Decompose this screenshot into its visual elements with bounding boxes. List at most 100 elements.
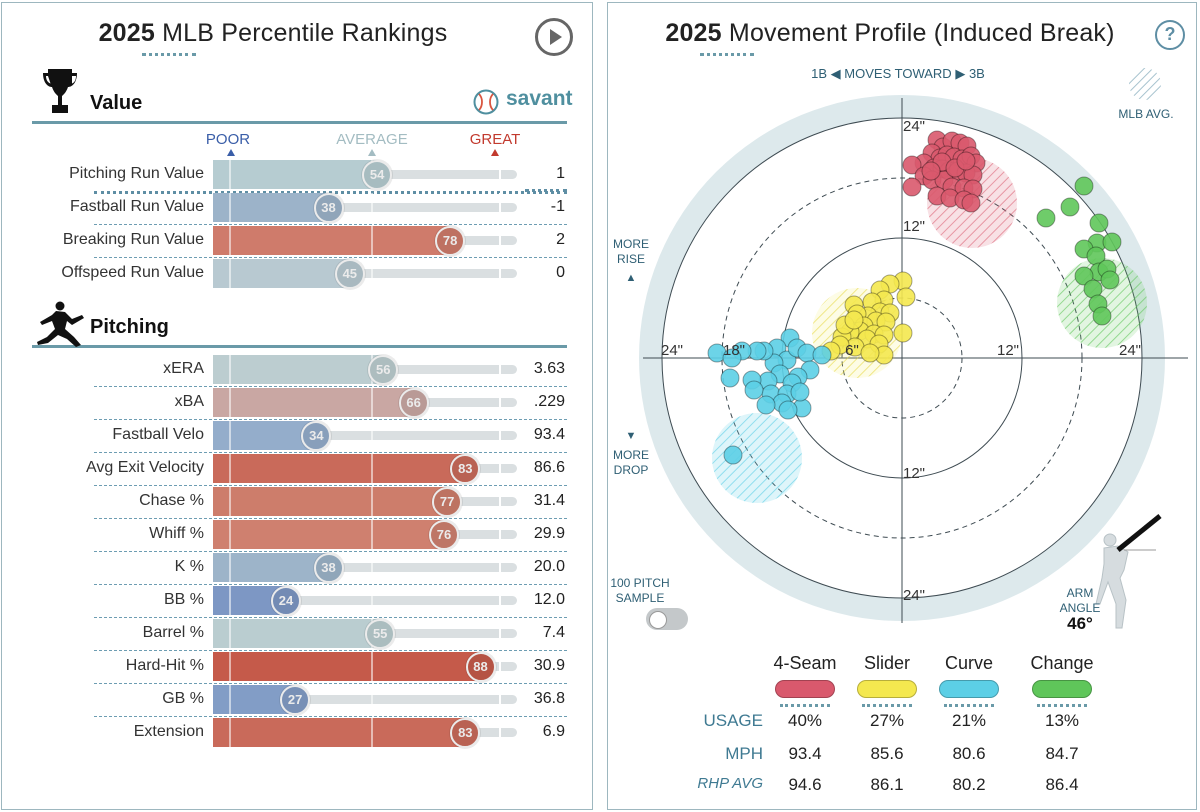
metric-bar[interactable] — [213, 355, 384, 384]
row-separator — [94, 518, 567, 519]
metric-bar[interactable] — [213, 160, 378, 189]
pitch-point-slider[interactable] — [896, 287, 916, 307]
pitch-point-4-seam[interactable] — [902, 155, 922, 175]
metric-track — [213, 695, 517, 704]
pitch-mph: 80.6 — [952, 744, 986, 763]
pitch-point-change[interactable] — [1089, 213, 1109, 233]
metric-tick-average — [371, 520, 373, 549]
movement-chart: 24" 12" 24" 18" 6" 12" 24" 12" 24" — [639, 95, 1188, 623]
pitch-point-4-seam[interactable] — [921, 161, 941, 181]
pitch-point-4-seam[interactable] — [956, 151, 976, 171]
metric-bar[interactable] — [213, 619, 381, 648]
direction-left-arrow: ◀ — [830, 66, 841, 81]
ring-label-top24: 24" — [903, 118, 925, 135]
row-separator — [94, 584, 567, 585]
pitching-section-label: Pitching — [90, 316, 169, 338]
metric-bar[interactable] — [213, 259, 350, 288]
ring-label-left24: 24" — [661, 342, 683, 359]
pitch-point-4-seam[interactable] — [961, 193, 981, 213]
help-button[interactable]: ? — [1155, 20, 1185, 50]
metric-tick-poor — [229, 259, 231, 288]
metric-tick-poor — [229, 388, 231, 417]
rhp-avg-header: RHP AVG — [697, 775, 763, 792]
row-separator — [94, 452, 567, 453]
pitch-point-curve[interactable] — [720, 368, 740, 388]
sample-label: 100 PITCH SAMPLE — [610, 576, 670, 606]
metric-bar[interactable] — [213, 652, 481, 681]
metric-tick-great — [499, 355, 501, 384]
metric-label: Chase % — [139, 492, 204, 509]
row-separator — [94, 257, 567, 258]
pitch-point-slider[interactable] — [893, 323, 913, 343]
baseball-icon — [473, 89, 499, 115]
metric-label: xBA — [174, 393, 204, 410]
pitch-rhp-avg: 86.1 — [870, 775, 904, 794]
pitch-point-curve[interactable] — [812, 345, 832, 365]
ring-label-bottom24: 24" — [903, 587, 925, 604]
ring-label-left6: 6" — [845, 342, 859, 359]
pitch-point-curve[interactable] — [744, 380, 764, 400]
arm-angle-figure — [1095, 514, 1162, 629]
metric-bar[interactable] — [213, 520, 445, 549]
metric-tick-poor — [229, 193, 231, 222]
direction-left: 1B — [811, 66, 828, 81]
metric-bar[interactable] — [213, 388, 414, 417]
metric-label: GB % — [162, 690, 204, 707]
pitch-point-slider[interactable] — [844, 310, 864, 330]
metric-bar[interactable] — [213, 454, 466, 483]
ring-label-right24: 24" — [1119, 342, 1141, 359]
metric-percentile: 56 — [368, 355, 399, 385]
pitch-rhp-avg: 94.6 — [788, 775, 822, 794]
pitch-point-curve[interactable] — [756, 395, 776, 415]
play-button[interactable] — [535, 18, 573, 56]
metric-percentile: 83 — [450, 718, 481, 748]
metric-tick-poor — [229, 226, 231, 255]
pitch-point-change[interactable] — [1092, 306, 1112, 326]
pitch-usage: 27% — [869, 711, 905, 730]
pitch-point-change[interactable] — [1060, 197, 1080, 217]
metric-value: 3.63 — [533, 360, 565, 377]
pitch-point-curve[interactable] — [778, 400, 798, 420]
metric-tick-poor — [229, 586, 231, 615]
metric-tick-great — [499, 685, 501, 714]
metric-track — [213, 563, 517, 572]
metric-tick-great — [499, 160, 501, 189]
pitch-swatch[interactable] — [1032, 680, 1092, 698]
metric-tick-great — [499, 586, 501, 615]
metric-tick-poor — [229, 520, 231, 549]
metric-tick-poor — [229, 421, 231, 450]
metric-tick-poor — [229, 553, 231, 582]
pitch-swatch[interactable] — [775, 680, 835, 698]
pitch-point-slider[interactable] — [860, 343, 880, 363]
pitch-name: Change — [1030, 653, 1094, 673]
metric-label: Hard-Hit % — [125, 657, 204, 674]
sample-toggle[interactable] — [646, 608, 688, 630]
pitch-point-curve[interactable] — [790, 382, 810, 402]
pitch-swatch[interactable] — [857, 680, 917, 698]
pitch-point-change[interactable] — [1074, 176, 1094, 196]
metric-track — [213, 269, 517, 278]
pitch-point-4-seam[interactable] — [902, 177, 922, 197]
metric-bar[interactable] — [213, 718, 466, 747]
metric-tick-poor — [229, 652, 231, 681]
value-section-label: Value — [90, 92, 143, 114]
pitch-swatch[interactable] — [939, 680, 999, 698]
pitch-point-change[interactable] — [1102, 232, 1122, 252]
metric-bar[interactable] — [213, 226, 451, 255]
metric-value: 86.6 — [533, 459, 565, 476]
direction-mid: MOVES TOWARD — [844, 66, 952, 81]
pitch-rhp-avg: 86.4 — [1045, 775, 1079, 794]
pitch-point-change[interactable] — [1100, 270, 1120, 290]
metric-bar[interactable] — [213, 553, 329, 582]
scale-poor-arrow — [227, 149, 235, 156]
more-drop-line1: MORE — [613, 448, 649, 462]
pitch-point-curve[interactable] — [722, 348, 742, 368]
metric-bar[interactable] — [213, 193, 329, 222]
metric-tick-great — [499, 520, 501, 549]
metric-bar[interactable] — [213, 487, 448, 516]
pitch-point-change[interactable] — [1074, 266, 1094, 286]
arm-angle-value: 46° — [1067, 614, 1093, 633]
pitch-point-curve[interactable] — [723, 445, 743, 465]
pitch-point-change[interactable] — [1036, 208, 1056, 228]
metric-value: 12.0 — [533, 591, 565, 608]
